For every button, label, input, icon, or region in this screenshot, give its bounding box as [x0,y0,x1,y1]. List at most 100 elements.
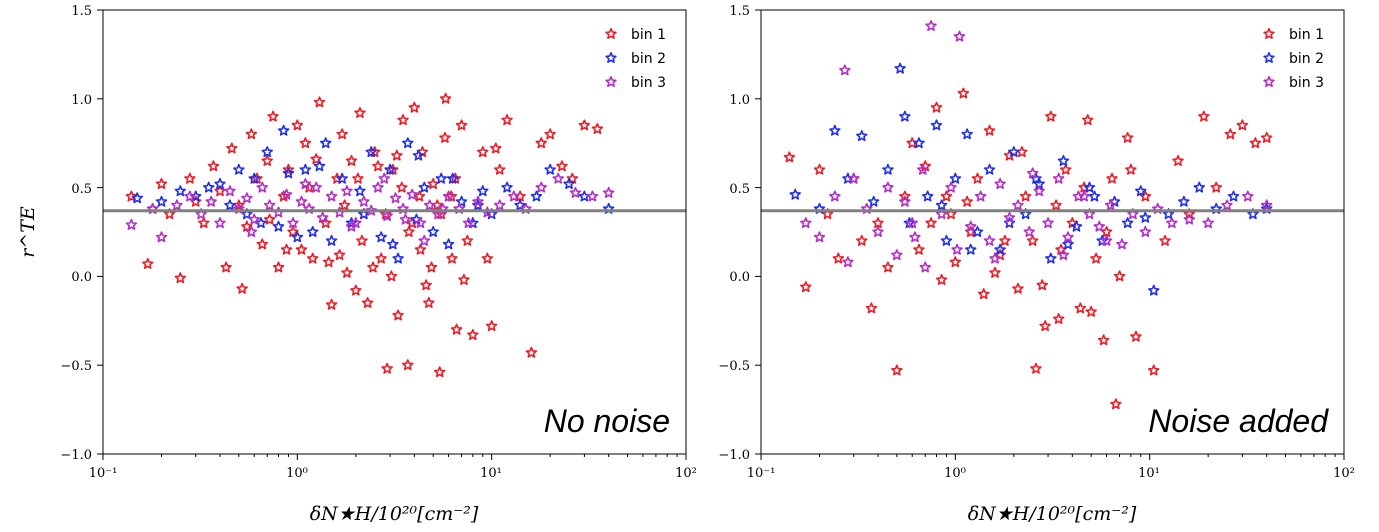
data-point-bin-1 [461,234,474,246]
data-point-bin-3 [569,186,582,198]
data-point-bin-1 [1019,190,1032,202]
data-point-bin-1 [446,252,458,264]
data-point-bin-2 [472,199,484,211]
panel-note: Noise added [1148,403,1329,439]
data-point-bin-1 [989,266,1001,278]
y-tick-label: 0.0 [71,270,92,285]
data-point-bin-2 [325,234,338,246]
data-point-bin-2 [241,208,253,220]
data-point-bin-1 [544,128,556,140]
data-point-bin-1 [494,163,506,175]
y-tick-label: 0.0 [729,270,750,285]
data-point-bin-1 [1097,334,1110,346]
legend-marker-bin-2 [605,52,617,63]
data-point-bin-1 [396,181,408,193]
legend-star-icon [605,28,617,39]
data-point-bin-2 [224,199,236,211]
data-point-bin-3 [1202,217,1214,229]
data-point-bin-1 [999,234,1011,246]
data-point-bin-1 [1012,282,1024,294]
data-point-bin-2 [155,195,168,207]
data-point-bin-1 [1045,110,1057,122]
y-tick-label: −1.0 [60,448,92,463]
data-point-bin-3 [345,220,358,232]
data-point-bin-1 [423,297,435,308]
data-point-bin-3 [418,234,430,246]
data-point-bin-2 [387,238,399,250]
data-point-bin-1 [420,279,432,291]
data-point-bin-3 [906,217,918,229]
data-point-bin-1 [1026,234,1039,246]
data-point-bin-2 [320,137,332,149]
data-point-bin-1 [402,359,414,371]
panel-no-noise: −1.0 −0.5 0.0 0.5 1.0 1.5 10⁻¹ 10⁰ 10¹ 1… [17,4,697,525]
data-point-bin-1 [372,160,384,172]
data-point-bin-1 [783,151,796,163]
panel-note: No noise [544,403,670,439]
data-point-bin-1 [403,226,415,237]
x-tick-label: 10⁻¹ [89,466,118,481]
data-point-bin-1 [1224,128,1237,140]
data-point-bin-3 [1003,211,1016,223]
data-point-bin-1 [971,172,984,184]
data-point-bin-3 [839,64,851,76]
data-point-bin-1 [385,270,398,282]
data-point-bin-2 [402,137,414,149]
data-point-bin-1 [433,366,446,378]
data-point-bin-2 [1096,234,1108,246]
data-point-bin-1 [450,323,463,335]
data-point-bin-2 [501,181,513,193]
data-point-bin-1 [978,288,990,300]
legend-star-icon [1263,52,1275,63]
data-point-bin-2 [418,181,430,193]
data-point-bin-2 [1162,208,1175,220]
y-tick-label: −0.5 [718,359,750,374]
data-point-bin-1 [882,261,894,273]
data-point-bin-1 [287,226,299,237]
y-tick-label: 0.5 [729,182,750,197]
data-point-bin-1 [930,101,943,113]
x-tick-label: 10⁰ [286,466,308,481]
legend-label-bin-1: bin 1 [1289,27,1324,43]
data-point-bin-3 [1260,199,1273,211]
data-point-bin-2 [354,185,366,197]
x-axis-label: δN★H/10²⁰[cm⁻²] [310,503,479,525]
data-point-bin-1 [957,87,970,99]
data-point-bin-1 [280,243,293,255]
data-point-bin-2 [214,178,226,190]
data-point-bin-1 [354,107,366,118]
data-point-bin-2 [1083,181,1096,193]
data-point-bin-1 [1030,362,1042,374]
data-point-bin-2 [358,208,370,220]
data-point-bin-1 [256,238,268,250]
panel-noise-added: −1.0 −0.5 0.0 0.5 1.0 1.5 10⁻¹ 10⁰ 10¹ 1… [718,4,1354,525]
data-point-bin-1 [282,163,295,175]
data-point-bin-3 [882,181,894,193]
data-point-bin-3 [872,226,884,237]
data-point-bin-1 [361,297,374,308]
data-point-bin-1 [556,160,568,172]
data-point-bin-3 [184,190,196,202]
data-point-bin-1 [381,362,393,374]
data-point-bin-3 [372,181,384,193]
data-point-bin-3 [287,217,299,229]
data-point-bin-3 [310,181,322,193]
data-point-bin-1 [1082,114,1094,126]
data-point-bin-1 [935,274,948,285]
data-point-bin-3 [241,192,253,204]
legend-label-bin-2: bin 2 [1289,51,1324,67]
plot-frame [102,9,687,455]
data-point-bin-1 [408,101,421,113]
data-point-bin-3 [848,172,860,184]
data-point-bin-2 [935,199,948,211]
data-point-bin-1 [1110,398,1122,410]
x-tick-label: 10¹ [1138,466,1160,481]
data-point-bin-2 [1193,181,1205,193]
legend-star-icon [1263,76,1275,87]
data-point-bin-3 [813,231,826,243]
data-point-bin-1 [299,137,312,149]
data-point-bin-3 [1139,226,1152,237]
data-point-bin-1 [949,256,962,268]
data-point-bin-1 [1121,131,1134,143]
data-point-bin-1 [425,261,438,273]
